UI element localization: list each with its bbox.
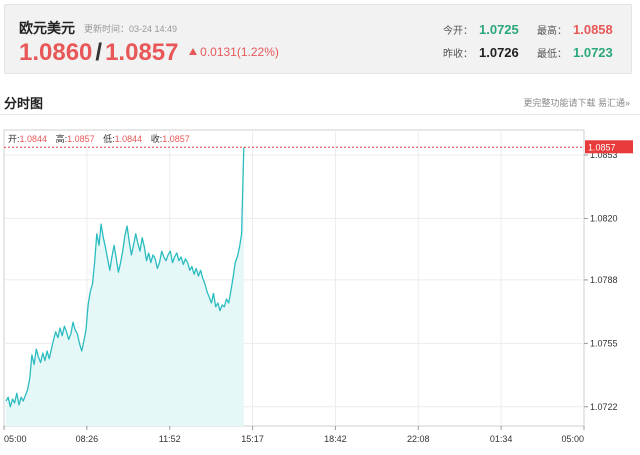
y-tick-label: 1.0853 (590, 150, 618, 160)
ask-price: 1.0857 (105, 39, 179, 66)
x-tick-label: 01:34 (490, 434, 513, 444)
currency-pair-name: 欧元美元 (19, 20, 75, 36)
change-value: 0.0131(1.22%) (189, 45, 279, 59)
today-open-value: 1.0725 (479, 22, 519, 37)
ohlc-open: 1.0844 (19, 134, 48, 144)
section-title: 分时图 (4, 96, 44, 111)
update-time: 更新时间：03-24 14:49 (84, 24, 178, 34)
x-tick-label: 18:42 (324, 434, 347, 444)
today-open-stat: 今开： 1.0725 (443, 22, 519, 37)
quote-header: 欧元美元 更新时间：03-24 14:49 1.0860/1.0857 0.01… (4, 4, 632, 74)
current-price-label: 1.0857 (588, 142, 616, 152)
low-stat: 最低： 1.0723 (537, 45, 613, 60)
y-tick-label: 1.0755 (590, 338, 618, 348)
price-row: 1.0860/1.0857 0.0131(1.22%) (19, 39, 279, 67)
y-tick-label: 1.0788 (590, 275, 618, 285)
bid-price: 1.0860 (19, 39, 93, 66)
download-app-link[interactable]: 更完整功能请下载 易汇通» (523, 98, 630, 108)
y-tick-label: 1.0820 (590, 213, 618, 223)
x-tick-label: 15:17 (241, 434, 264, 444)
x-tick-label: 11:52 (159, 434, 181, 444)
ohlc-high: 1.0857 (67, 134, 95, 144)
ohlc-close: 1.0857 (162, 134, 190, 144)
low-value: 1.0723 (573, 45, 613, 60)
prev-close-value: 1.0726 (479, 45, 519, 60)
price-separator: / (95, 39, 103, 66)
section-divider (0, 114, 640, 115)
up-arrow-icon (189, 47, 198, 55)
price-area (6, 147, 244, 427)
x-tick-label: 05:00 (4, 434, 27, 444)
ohlc-readout: 开:1.0844 高:1.0857 低:1.0844 收:1.0857 (8, 134, 190, 144)
y-tick-label: 1.0722 (590, 402, 618, 412)
high-value: 1.0858 (573, 22, 613, 37)
ohlc-low: 1.0844 (114, 134, 143, 144)
chart-canvas[interactable]: 1.0853 1.0820 1.0788 1.0755 1.0722 05:00 08:26… (0, 126, 640, 450)
x-tick-label: 05:00 (561, 434, 584, 444)
x-tick-label: 08:26 (76, 434, 99, 444)
prev-close-stat: 昨收： 1.0726 (443, 45, 519, 60)
current-price-badge (585, 140, 633, 154)
x-tick-label: 22:08 (407, 434, 430, 444)
intraday-chart: 开:1.0844 高:1.0857 低:1.0844 收:1.0857 1.08… (0, 126, 640, 450)
price-line (5, 147, 245, 408)
plot-border (3, 129, 585, 427)
high-stat: 最高： 1.0858 (537, 22, 613, 37)
